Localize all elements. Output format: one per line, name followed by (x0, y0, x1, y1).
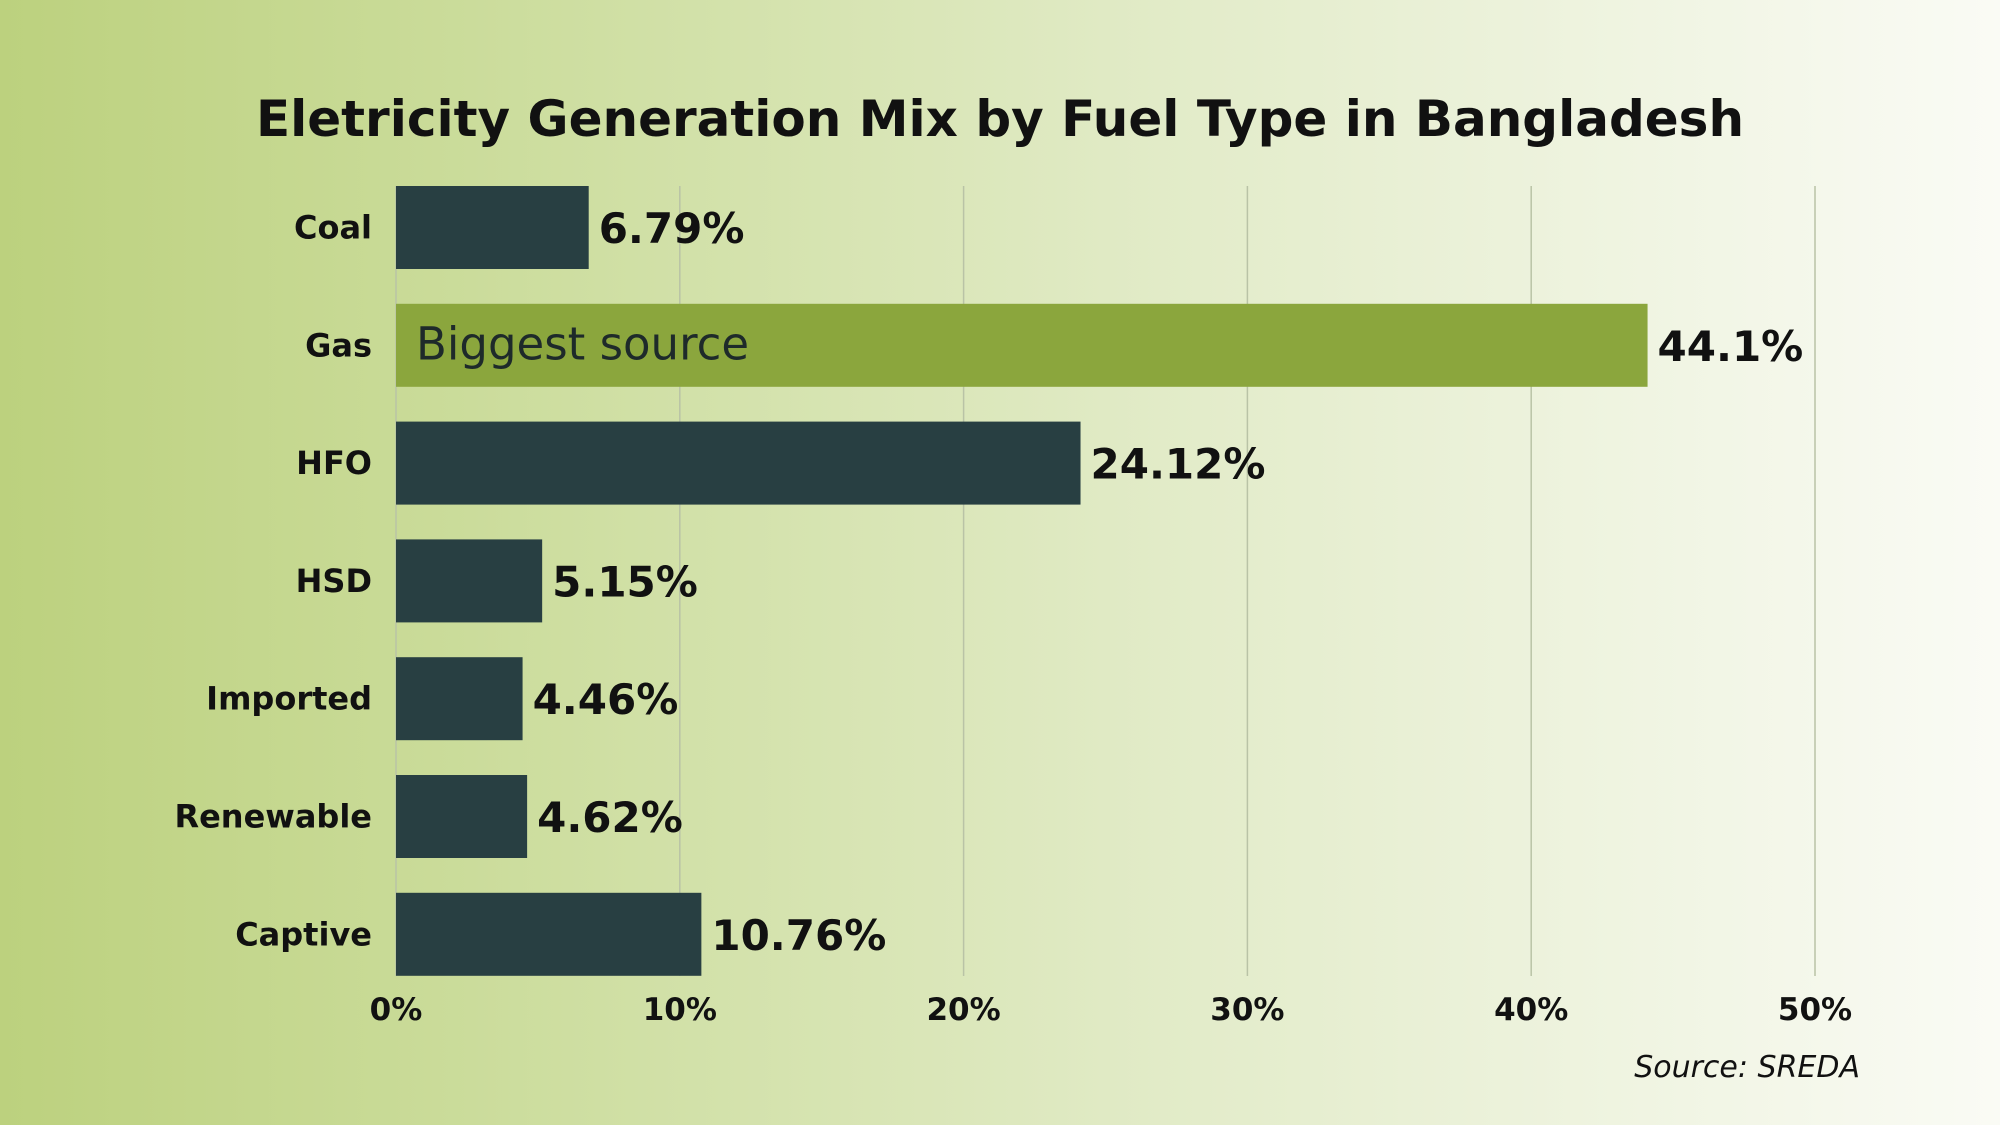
x-tick-label: 30% (1210, 992, 1284, 1028)
x-tick-label: 20% (926, 992, 1000, 1028)
value-label: 4.62% (537, 793, 683, 842)
category-label: Imported (206, 680, 372, 718)
category-label: HSD (296, 562, 372, 600)
chart-title: Eletricity Generation Mix by Fuel Type i… (256, 90, 1744, 148)
category-label: Coal (294, 209, 372, 247)
bar-hsd (396, 539, 543, 623)
value-label: 24.12% (1091, 440, 1266, 489)
x-tick-label: 40% (1494, 992, 1568, 1028)
bar-hfo (396, 421, 1081, 505)
bar-coal (396, 186, 589, 269)
category-label: Gas (305, 326, 372, 364)
bars (396, 186, 1648, 976)
bar-annotation: Biggest source (416, 317, 749, 370)
bar-labels: Coal 6.79% Gas 44.1% Biggest source HFO 24.12%… (174, 204, 1803, 960)
x-tick-label: 10% (643, 992, 717, 1028)
x-tick-label: 0% (370, 992, 423, 1028)
x-tick-label: 50% (1778, 992, 1852, 1028)
category-label: Captive (235, 915, 372, 953)
bar-renewable (396, 775, 528, 858)
x-axis-ticks: 0% 10% 20% 30% 40% 50% (370, 992, 1852, 1028)
category-label: Renewable (174, 798, 372, 836)
bar-gas (396, 303, 1648, 387)
source-note: Source: SREDA (1634, 1050, 1860, 1085)
value-label: 5.15% (552, 557, 698, 606)
bar-imported (396, 657, 523, 741)
value-label: 6.79% (599, 204, 745, 253)
bar-captive (396, 892, 702, 976)
value-label: 10.76% (711, 911, 886, 960)
value-label: 44.1% (1658, 322, 1804, 371)
category-label: HFO (296, 444, 372, 482)
value-label: 4.46% (533, 675, 679, 724)
